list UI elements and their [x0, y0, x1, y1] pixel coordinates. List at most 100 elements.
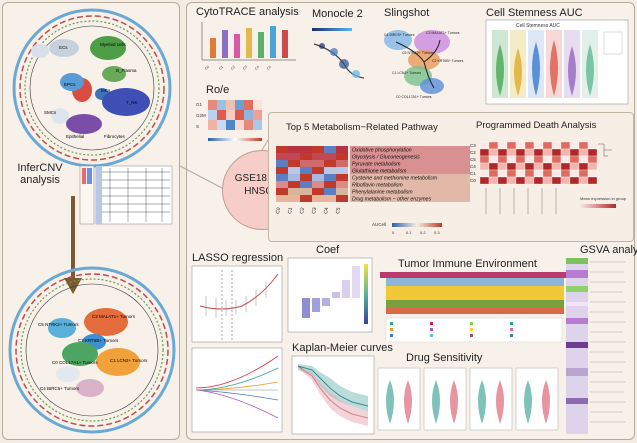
heatmap-cell — [312, 174, 324, 181]
heatmap-cell — [324, 174, 336, 181]
programmed-death-title: Programmed Death Analysis — [476, 120, 597, 131]
pathway-label: Oxidative phosphorylation — [352, 147, 412, 153]
stemness-title: Cell Stemness AUC — [486, 7, 583, 19]
coef-plot — [287, 257, 373, 333]
heatmap-cell — [276, 146, 288, 153]
pathway-label: Pyruvate metabolism — [352, 161, 401, 167]
heatmap-cell — [300, 174, 312, 181]
slingshot-plot: C4 BIRC5+ Tumors C3 MALAT1+ Tumors C5 NT… — [384, 30, 464, 99]
drug-plot — [377, 367, 559, 431]
lasso-title: LASSO regression — [192, 252, 284, 264]
umap-label: Fibrocytes — [104, 134, 126, 139]
cluster-label: C2 — [299, 207, 306, 215]
drug-violin — [450, 380, 458, 424]
drug-violin — [478, 380, 486, 424]
heatmap-cell — [276, 195, 288, 202]
programmed-death-heatmap: C3 C2 C5 C4 C1 C0 Mean expression in group — [470, 141, 627, 214]
heatmap-cell — [276, 167, 288, 174]
pathway-label-bg — [350, 174, 470, 181]
umap-label: T_NK — [126, 100, 138, 105]
heatmap-cell — [312, 146, 324, 153]
pd-row-label: C2 — [470, 150, 476, 155]
heatmap-cell — [300, 181, 312, 188]
heatmap-cell — [300, 188, 312, 195]
pathway-label: Riboflavin metabolism — [352, 182, 403, 188]
cytotrace-plot: C0 C1 C2 C3 C4 C5 — [201, 22, 296, 71]
drug-panel — [423, 367, 467, 431]
svg-text:C5: C5 — [266, 65, 272, 71]
heatmap-cell — [276, 181, 288, 188]
svg-text:C3: C3 — [242, 65, 248, 71]
cluster-label: C3 — [311, 207, 318, 215]
monocle-plot — [312, 28, 365, 79]
heatmap-cell — [324, 181, 336, 188]
umap-label: C1 LCN2+ Tumors — [110, 358, 148, 363]
drug-panel — [377, 367, 421, 431]
heatmap-cell — [312, 181, 324, 188]
drug-panel — [469, 367, 513, 431]
heatmap-cell — [276, 160, 288, 167]
heatmap-cell — [276, 188, 288, 195]
pd-row-label: C0 — [470, 178, 476, 183]
cluster-label: C0 — [275, 207, 282, 215]
drug-violin — [524, 380, 532, 424]
roe-heatmap: G1 G2M S — [196, 100, 262, 141]
down-arrow — [64, 196, 82, 294]
drug-violin — [496, 380, 504, 424]
heatmap-cell — [336, 174, 348, 181]
slingshot-label: C3 MALAT1+ Tumors — [426, 31, 460, 35]
pathway-label-bg — [350, 181, 470, 188]
cytotrace-title: CytoTRACE analysis — [196, 6, 299, 18]
slingshot-label: C1 LCN2+ Tumors — [392, 71, 421, 75]
auc-tick: 0.2 — [420, 230, 426, 235]
pathway-label: Phenylalanine metabolism — [352, 189, 413, 195]
auc-label: AUCell — [372, 222, 386, 227]
heatmap-cell — [324, 160, 336, 167]
monocle-title: Monocle 2 — [312, 8, 363, 20]
drug-violin — [386, 380, 394, 424]
heatmap-cell — [336, 181, 348, 188]
pathway-title: Top 5 Metabolism−Related Pathway — [286, 122, 438, 133]
drug-title: Drug Sensitivity — [406, 352, 483, 364]
pathway-label-bg — [350, 146, 470, 153]
cluster-label: C1 — [287, 207, 294, 215]
pd-legend: Mean expression in group — [580, 196, 627, 201]
infercnv-title: InferCNV analysis — [17, 162, 63, 186]
tie-plot — [380, 272, 566, 343]
heatmap-cell — [288, 160, 300, 167]
heatmap-cell — [336, 153, 348, 160]
gsva-title: GSVA analysis — [580, 244, 637, 256]
pathway-label: Glycolysis / Gluconeogenesis — [352, 154, 420, 160]
umap-label: B_Plasma — [116, 68, 137, 73]
tie-title: Tumor Immune Environment — [398, 258, 537, 270]
umap-label: MCs — [101, 88, 111, 93]
heatmap-cell — [336, 146, 348, 153]
heatmap-cell — [336, 188, 348, 195]
pd-row-label: C1 — [470, 171, 476, 176]
umap-label: SMCs — [44, 110, 57, 115]
pathway-label: Glutathione metabolism — [352, 168, 407, 174]
heatmap-cell — [324, 195, 336, 202]
roe-row-label: G1 — [196, 102, 203, 107]
umap-label: C2 KRT6B+ Tumors — [78, 338, 119, 343]
pathway-label-bg — [350, 153, 470, 160]
drug-violin — [432, 380, 440, 424]
umap-label: C3 MALAT1+ Tumors — [92, 314, 136, 319]
heatmap-cell — [336, 167, 348, 174]
heatmap-cell — [312, 188, 324, 195]
svg-text:C2: C2 — [230, 65, 236, 71]
lasso-plot — [191, 265, 283, 343]
heatmap-cell — [288, 174, 300, 181]
heatmap-cell — [288, 181, 300, 188]
svg-text:C4: C4 — [254, 65, 260, 71]
umap-label: Myeloid cells — [100, 42, 127, 47]
heatmap-cell — [288, 188, 300, 195]
cluster-label: C4 — [323, 207, 330, 215]
heatmap-cell — [312, 153, 324, 160]
heatmap-cell — [312, 160, 324, 167]
heatmap-cell — [300, 146, 312, 153]
pathway-label-bg — [350, 160, 470, 167]
pd-cell — [587, 176, 598, 185]
heatmap-cell — [324, 153, 336, 160]
